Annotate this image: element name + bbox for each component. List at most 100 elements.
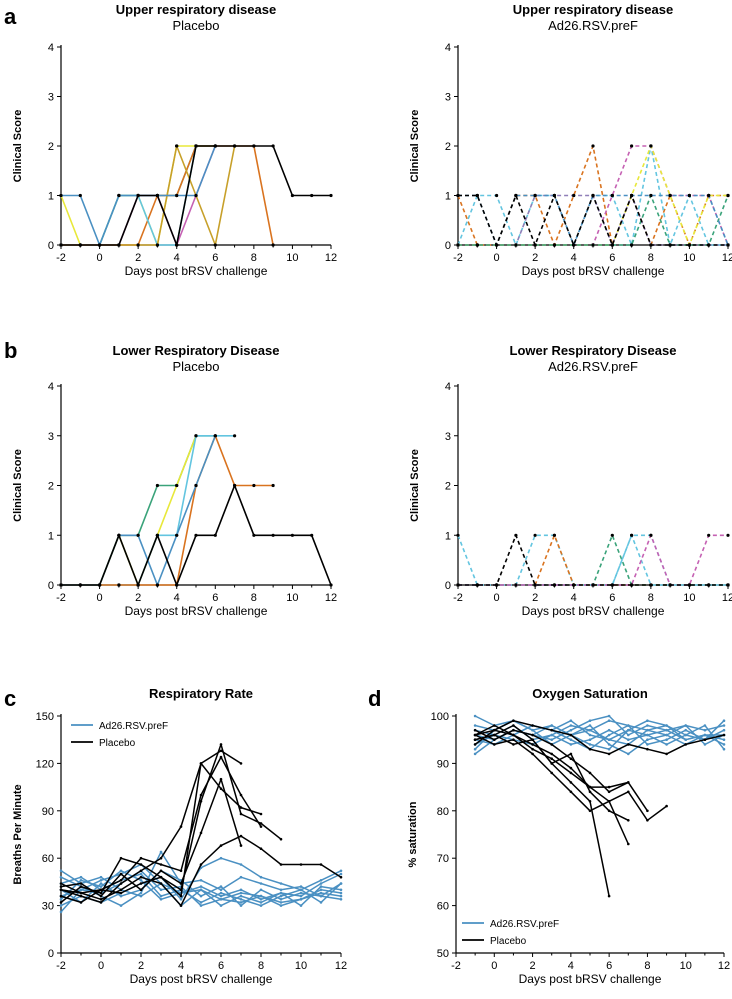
data-point-c-pla-5 [279, 863, 283, 866]
series-line-d-pla-4 [474, 729, 649, 812]
data-point-a-right-animal-8 [649, 243, 653, 247]
chart-subtitle-a-left: Placebo [173, 18, 220, 33]
data-point-a-right-animal-7 [649, 193, 653, 198]
data-point-b-left-animal-6 [329, 583, 333, 587]
data-point-c-vac-3 [319, 885, 323, 888]
data-point-a-right-animal-8 [552, 193, 557, 198]
data-point-d-pla-5 [607, 800, 611, 803]
data-point-d-pla-6 [531, 738, 534, 741]
data-point-c-vac-8 [319, 882, 323, 885]
data-point-c-pla-5 [99, 898, 103, 901]
data-point-d-vac-6 [684, 728, 687, 732]
data-point-a-left-animal-8 [117, 243, 121, 247]
data-point-b-left-animal-4 [271, 483, 275, 488]
x-tick-label-a-right: 12 [722, 252, 732, 264]
data-point-b-left-animal-6 [233, 483, 237, 488]
data-point-a-right-animal-6 [726, 193, 730, 198]
x-tick-label-b-left: 12 [325, 592, 337, 604]
x-tick-label-b-left: 0 [97, 592, 103, 604]
y-tick-label-d: 50 [437, 948, 449, 960]
x-tick-label-d: 4 [568, 960, 574, 972]
data-point-c-pla-5 [239, 834, 243, 838]
series-line-a-right-animal-8 [458, 194, 728, 246]
data-point-a-left-animal-8 [136, 193, 140, 198]
data-point-c-vac-2 [259, 904, 263, 907]
data-point-d-vac-5 [722, 743, 726, 746]
data-point-d-pla-1 [493, 743, 496, 746]
data-point-c-pla-5 [179, 904, 183, 907]
data-point-a-right-animal-6 [630, 243, 634, 247]
x-tick-label-d: 2 [530, 960, 536, 972]
data-point-c-pla-2 [179, 869, 183, 873]
x-tick-label-a-left: 8 [251, 252, 257, 264]
data-point-b-left-animal-6 [155, 533, 159, 537]
data-point-c-pla-2 [219, 755, 223, 759]
x-axis-label-d: Days post bRSV challenge [519, 972, 662, 986]
data-point-b-left-animal-6 [290, 533, 294, 537]
data-point-c-vac-7 [159, 850, 163, 854]
data-point-b-left-animal-6 [271, 533, 275, 537]
data-point-a-right-animal-8 [707, 243, 711, 247]
data-point-c-vac-1 [59, 869, 63, 873]
data-point-d-pla-3 [569, 766, 573, 770]
data-point-c-vac-6 [299, 898, 303, 901]
data-point-a-right-animal-6 [552, 243, 557, 247]
data-point-d-pla-1 [550, 771, 553, 775]
data-point-c-vac-1 [339, 894, 343, 898]
data-point-d-pla-7 [493, 728, 496, 732]
y-tick-label-b-left: 4 [48, 381, 54, 393]
chart-subtitle-b-left: Placebo [173, 359, 220, 374]
series-line-d-pla-7 [474, 719, 725, 755]
data-point-d-vac-6 [627, 724, 630, 727]
x-tick-label-a-left: 0 [97, 252, 103, 264]
data-point-a-left-animal-8 [78, 243, 82, 247]
y-tick-label-b-right: 2 [445, 481, 451, 493]
data-point-c-pla-4 [99, 894, 103, 898]
data-point-c-vac-2 [139, 872, 143, 876]
data-point-d-pla-5 [588, 785, 592, 789]
data-point-b-left-animal-6 [117, 533, 121, 537]
y-tick-label-d: 100 [431, 711, 449, 723]
data-point-d-pla-6 [627, 819, 630, 822]
data-point-d-pla-7 [569, 733, 573, 737]
data-point-b-right-animal-6 [552, 583, 557, 587]
data-point-c-vac-6 [239, 891, 243, 895]
chart-subtitle-a-right: Ad26.RSV.preF [548, 18, 638, 33]
data-point-a-left-animal-8 [175, 243, 179, 247]
data-point-c-pla-5 [79, 891, 83, 895]
x-tick-label-a-right: 0 [494, 252, 500, 264]
data-point-c-vac-5 [299, 891, 303, 895]
data-point-d-vac-5 [646, 738, 649, 741]
x-tick-label-a-left: -2 [56, 252, 66, 264]
x-tick-label-c: -2 [56, 960, 66, 972]
data-point-c-pla-3 [139, 882, 143, 885]
data-point-b-right-animal-2 [552, 533, 557, 537]
data-point-d-pla-5 [512, 733, 515, 737]
data-point-d-pla-6 [493, 733, 496, 737]
data-point-a-right-animal-8 [533, 243, 537, 247]
data-point-c-vac-7 [59, 875, 63, 879]
x-tick-label-d: 0 [491, 960, 497, 972]
data-point-d-vac-4 [665, 728, 668, 732]
data-point-c-vac-4 [299, 888, 303, 892]
data-point-d-pla-7 [646, 747, 649, 751]
data-point-d-vac-3 [722, 738, 726, 741]
data-point-c-pla-2 [259, 825, 263, 828]
data-point-a-right-animal-6 [456, 243, 460, 247]
data-point-d-pla-7 [722, 733, 726, 737]
data-point-c-vac-4 [219, 856, 223, 860]
data-point-c-vac-8 [119, 869, 123, 873]
x-tick-label-a-right: 2 [532, 252, 538, 264]
data-point-c-pla-6 [119, 856, 123, 860]
data-point-b-right-animal-3 [610, 533, 614, 537]
data-point-b-left-animal-6 [310, 533, 314, 537]
data-point-c-pla-2 [119, 879, 123, 882]
data-point-c-vac-7 [279, 888, 283, 892]
chart-title-a-right: Upper respiratory disease [513, 2, 673, 17]
data-point-b-right-animal-6 [726, 583, 730, 587]
data-point-d-vac-8 [550, 733, 553, 737]
y-tick-label-b-left: 3 [48, 431, 54, 443]
data-point-b-left-animal-6 [175, 583, 179, 587]
data-point-d-vac-7 [703, 724, 707, 727]
x-tick-label-d: 12 [718, 960, 730, 972]
